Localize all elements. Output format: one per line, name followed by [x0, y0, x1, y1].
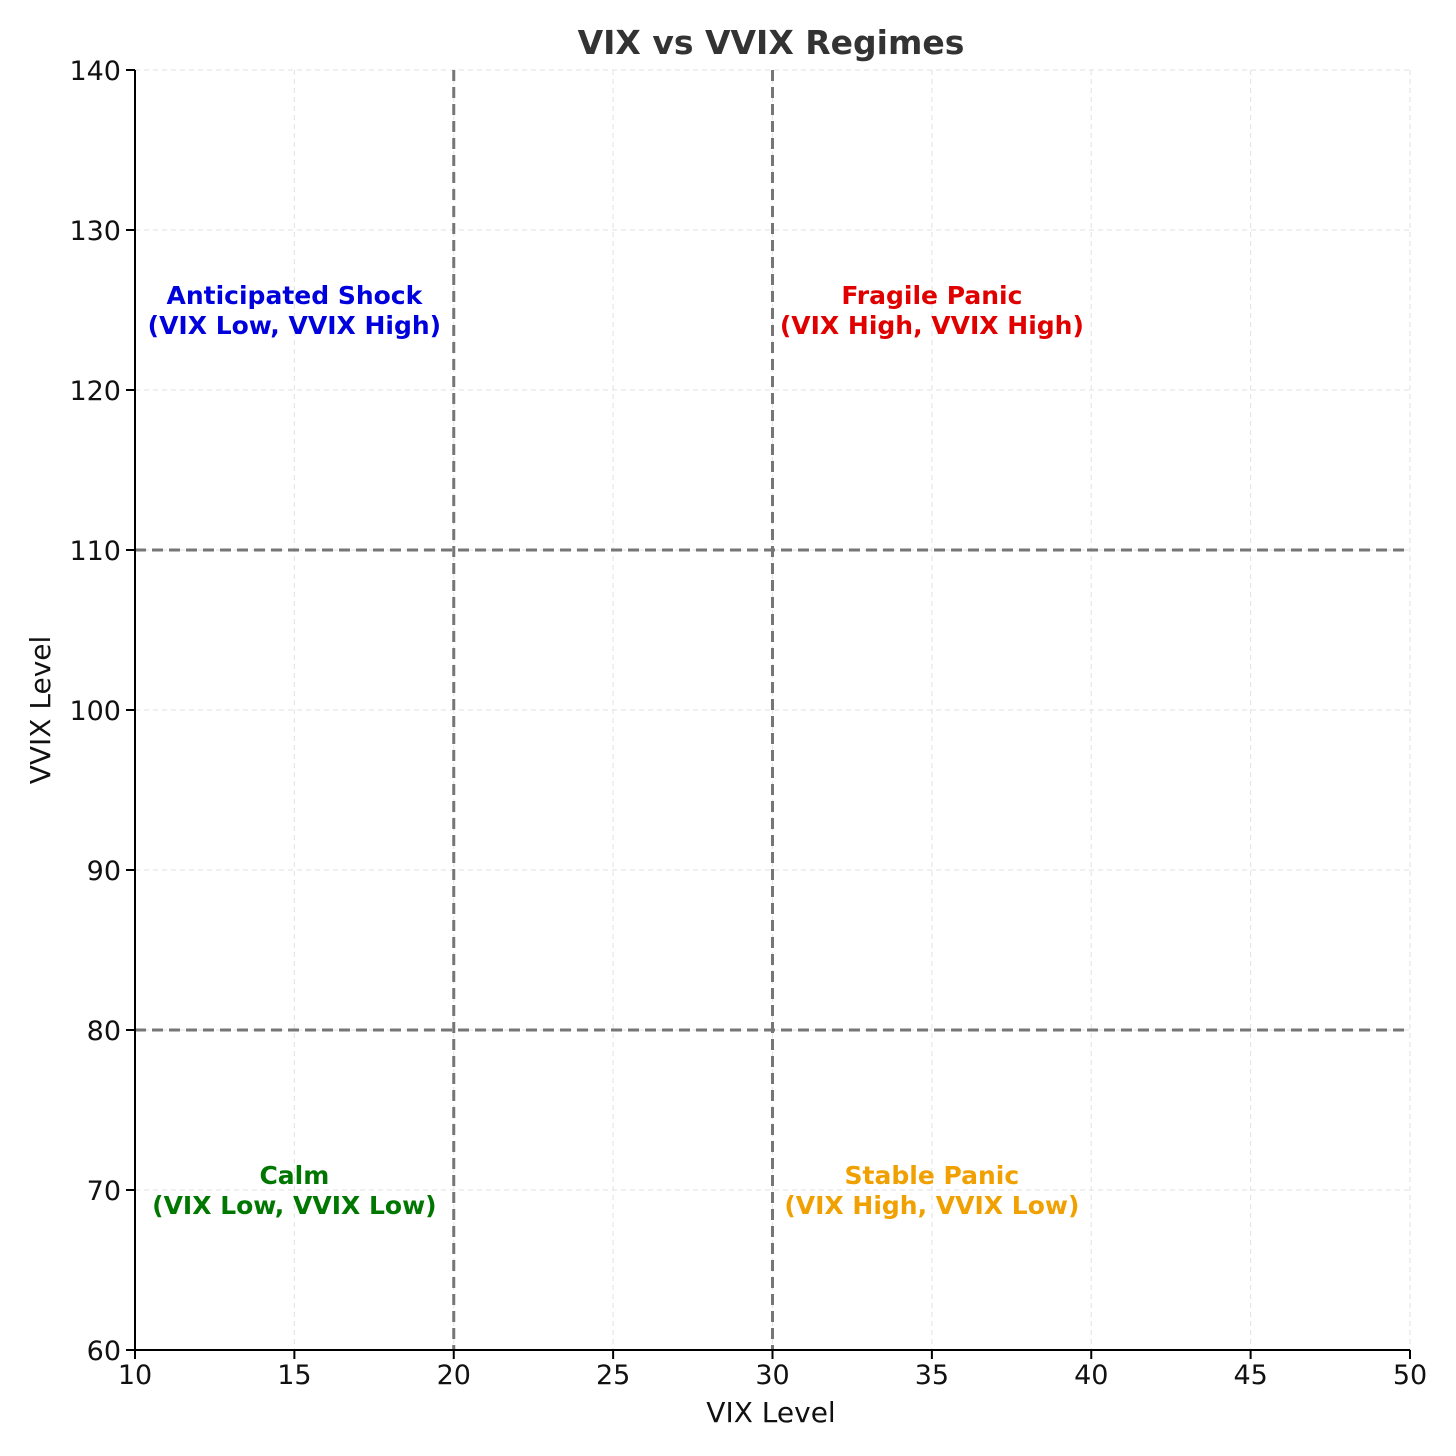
x-tick-label: 10	[118, 1360, 152, 1391]
region-name: Anticipated Shock	[167, 281, 424, 310]
ticks: 10 15 20 25 30 35 40 45 50 60 70 80 90 100 110 120 130 14…	[69, 56, 1427, 1391]
y-axis-title: VVIX Level	[24, 636, 57, 785]
x-tick-label: 20	[437, 1360, 471, 1391]
x-axis-title: VIX Level	[706, 1396, 835, 1429]
y-tick-label: 60	[87, 1336, 121, 1367]
x-tick-label: 30	[755, 1360, 789, 1391]
region-name: Stable Panic	[845, 1161, 1020, 1190]
threshold-lines	[135, 70, 1410, 1350]
y-tick-label: 110	[69, 536, 121, 567]
region-detail: (VIX Low, VVIX High)	[148, 311, 441, 340]
x-tick-label: 35	[915, 1360, 949, 1391]
region-name: Fragile Panic	[841, 281, 1022, 310]
y-tick-label: 80	[87, 1016, 121, 1047]
region-name: Calm	[259, 1161, 329, 1190]
region-detail: (VIX High, VVIX Low)	[784, 1191, 1079, 1220]
y-tick-label: 100	[69, 696, 121, 727]
x-tick-label: 15	[277, 1360, 311, 1391]
y-tick-label: 90	[87, 856, 121, 887]
x-tick-label: 25	[596, 1360, 630, 1391]
y-tick-label: 70	[87, 1176, 121, 1207]
chart-title: VIX vs VVIX Regimes	[578, 23, 965, 62]
x-tick-label: 50	[1393, 1360, 1427, 1391]
y-tick-label: 130	[69, 216, 121, 247]
region-labels: Anticipated Shock(VIX Low, VVIX High) Fra…	[148, 281, 1084, 1220]
y-tick-label: 120	[69, 376, 121, 407]
y-tick-label: 140	[69, 56, 121, 87]
region-detail: (VIX Low, VVIX Low)	[152, 1191, 436, 1220]
region-detail: (VIX High, VVIX High)	[780, 311, 1084, 340]
x-tick-label: 40	[1074, 1360, 1108, 1391]
x-tick-label: 45	[1233, 1360, 1267, 1391]
